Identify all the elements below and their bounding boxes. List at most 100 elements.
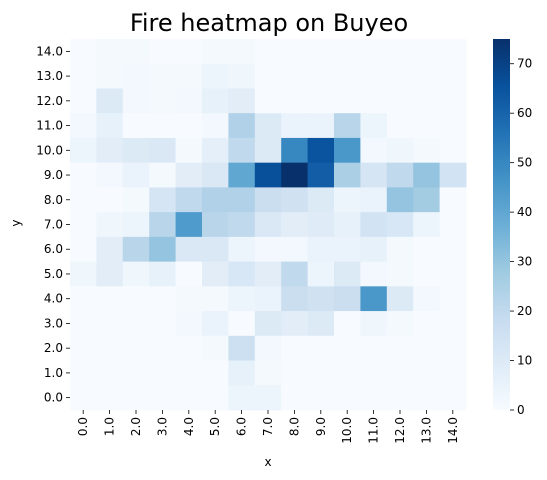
heatmap-cell bbox=[149, 64, 176, 89]
x-tick-label: 6.0 bbox=[235, 417, 249, 436]
heatmap-cell bbox=[308, 212, 335, 237]
x-tick-label: 3.0 bbox=[155, 417, 169, 436]
y-tick-label: 7.0 bbox=[44, 218, 63, 232]
heatmap-cell bbox=[255, 163, 282, 188]
heatmap-cell bbox=[255, 88, 282, 113]
heatmap-cells bbox=[70, 39, 467, 411]
heatmap-cell bbox=[413, 361, 440, 386]
heatmap-cell bbox=[176, 88, 203, 113]
y-tick-label: 13.0 bbox=[36, 69, 63, 83]
x-tick-label: 13.0 bbox=[419, 417, 433, 444]
heatmap-cell bbox=[360, 237, 387, 262]
heatmap-cell bbox=[360, 163, 387, 188]
heatmap-cell bbox=[255, 262, 282, 287]
heatmap-cell bbox=[334, 39, 361, 64]
heatmap-cell bbox=[202, 212, 229, 237]
heatmap-cell bbox=[70, 311, 97, 336]
heatmap-cell bbox=[334, 138, 361, 163]
heatmap-cell bbox=[281, 113, 308, 138]
heatmap-cell bbox=[202, 361, 229, 386]
heatmap-cell bbox=[308, 64, 335, 89]
colorbar-tick-label: 0 bbox=[517, 403, 525, 417]
heatmap-cell bbox=[228, 336, 255, 361]
heatmap-cell bbox=[308, 113, 335, 138]
heatmap-cell bbox=[360, 385, 387, 410]
heatmap-cell bbox=[413, 138, 440, 163]
heatmap-cell bbox=[360, 336, 387, 361]
heatmap-cell bbox=[360, 286, 387, 311]
heatmap-cell bbox=[96, 163, 123, 188]
heatmap-cell bbox=[387, 88, 414, 113]
heatmap-cell bbox=[176, 336, 203, 361]
x-tick-label: 4.0 bbox=[182, 417, 196, 436]
heatmap-cell bbox=[228, 113, 255, 138]
heatmap-cell bbox=[440, 39, 467, 64]
heatmap-cell bbox=[149, 286, 176, 311]
heatmap-cell bbox=[281, 187, 308, 212]
heatmap-cell bbox=[228, 88, 255, 113]
heatmap-cell bbox=[255, 39, 282, 64]
heatmap-cell bbox=[387, 237, 414, 262]
heatmap-cell bbox=[413, 39, 440, 64]
heatmap-cell bbox=[308, 286, 335, 311]
x-tick-label: 7.0 bbox=[261, 417, 275, 436]
heatmap-cell bbox=[228, 39, 255, 64]
heatmap-cell bbox=[123, 212, 150, 237]
heatmap-cell bbox=[387, 163, 414, 188]
heatmap-cell bbox=[360, 187, 387, 212]
heatmap-cell bbox=[308, 39, 335, 64]
heatmap-cell bbox=[228, 163, 255, 188]
heatmap-cell bbox=[176, 311, 203, 336]
heatmap-cell bbox=[176, 187, 203, 212]
heatmap-cell bbox=[70, 64, 97, 89]
heatmap-cell bbox=[255, 336, 282, 361]
heatmap-cell bbox=[413, 187, 440, 212]
heatmap-cell bbox=[123, 311, 150, 336]
heatmap-cell bbox=[176, 237, 203, 262]
heatmap-cell bbox=[387, 336, 414, 361]
heatmap-cell bbox=[281, 311, 308, 336]
heatmap-cell bbox=[202, 187, 229, 212]
heatmap-cell bbox=[228, 262, 255, 287]
heatmap-cell bbox=[149, 39, 176, 64]
heatmap-cell bbox=[176, 39, 203, 64]
heatmap-cell bbox=[281, 163, 308, 188]
heatmap-cell bbox=[96, 336, 123, 361]
heatmap-cell bbox=[176, 64, 203, 89]
y-axis-ticks: 14.0 13.0 12.0 11.0 10.0 9.0 8.0 7.0 6.0 5.0 4.0 3.… bbox=[36, 44, 70, 404]
heatmap-cell bbox=[440, 361, 467, 386]
heatmap-cell bbox=[360, 39, 387, 64]
heatmap-cell bbox=[308, 262, 335, 287]
heatmap-cell bbox=[334, 163, 361, 188]
heatmap-cell bbox=[149, 88, 176, 113]
heatmap-cell bbox=[70, 336, 97, 361]
heatmap-cell bbox=[440, 212, 467, 237]
heatmap-cell bbox=[360, 138, 387, 163]
heatmap-cell bbox=[202, 262, 229, 287]
heatmap-cell bbox=[334, 88, 361, 113]
colorbar-ticks: 0 10 20 30 40 50 60 70 bbox=[510, 57, 532, 417]
heatmap-cell bbox=[413, 311, 440, 336]
heatmap-cell bbox=[440, 88, 467, 113]
heatmap-cell bbox=[149, 187, 176, 212]
x-tick-label: 12.0 bbox=[393, 417, 407, 444]
heatmap-cell bbox=[96, 311, 123, 336]
heatmap-cell bbox=[308, 138, 335, 163]
y-tick-label: 12.0 bbox=[36, 94, 63, 108]
heatmap-cell bbox=[149, 138, 176, 163]
heatmap-cell bbox=[228, 286, 255, 311]
heatmap-cell bbox=[255, 138, 282, 163]
heatmap-cell bbox=[387, 311, 414, 336]
heatmap-cell bbox=[308, 88, 335, 113]
heatmap-cell bbox=[149, 385, 176, 410]
heatmap-cell bbox=[255, 237, 282, 262]
heatmap-cell bbox=[360, 212, 387, 237]
heatmap-cell bbox=[334, 336, 361, 361]
heatmap-cell bbox=[96, 187, 123, 212]
heatmap-cell bbox=[202, 385, 229, 410]
heatmap-cell bbox=[96, 212, 123, 237]
heatmap-cell bbox=[70, 361, 97, 386]
heatmap-cell bbox=[96, 237, 123, 262]
heatmap-cell bbox=[360, 113, 387, 138]
